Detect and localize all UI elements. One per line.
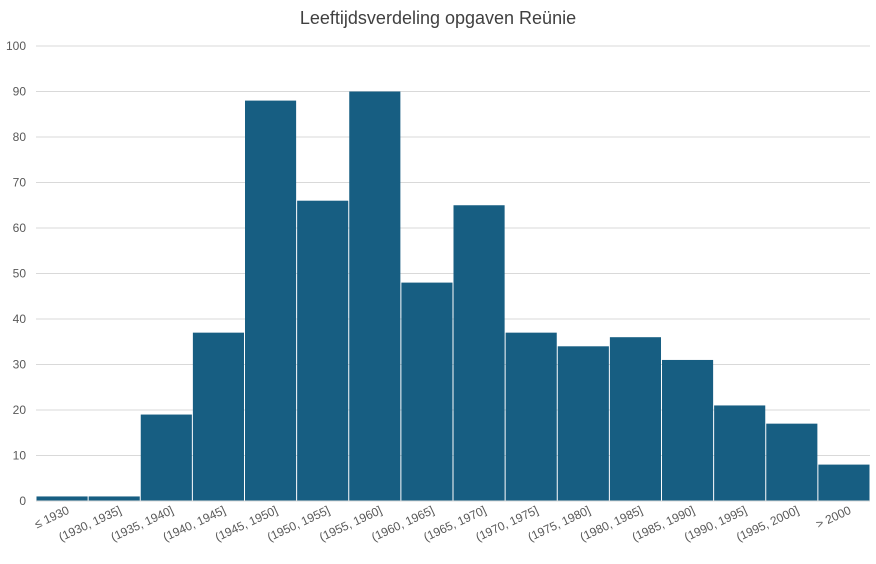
bar	[297, 200, 349, 501]
bar	[609, 337, 661, 501]
bar	[401, 282, 453, 501]
y-tick-label: 90	[13, 85, 27, 99]
y-tick-label: 100	[6, 39, 26, 53]
y-tick-label: 10	[13, 449, 27, 463]
bar	[766, 423, 818, 501]
bar	[88, 496, 140, 501]
bar	[349, 91, 401, 501]
bar	[36, 496, 88, 501]
bar	[505, 332, 557, 501]
y-tick-label: 70	[13, 176, 27, 190]
y-tick-label: 40	[13, 312, 27, 326]
bar	[453, 205, 505, 501]
chart-title: Leeftijdsverdeling opgaven Reünie	[299, 8, 577, 28]
bar	[140, 414, 192, 501]
y-tick-label: 30	[13, 358, 27, 372]
y-tick-label: 60	[13, 221, 27, 235]
y-tick-label: 80	[13, 130, 27, 144]
bar	[245, 100, 297, 501]
x-tick-label: > 2000	[814, 503, 854, 531]
bar	[557, 346, 609, 501]
bar	[818, 464, 870, 501]
bar	[714, 405, 766, 501]
y-tick-label: 50	[13, 267, 27, 281]
bars	[36, 91, 870, 501]
y-tick-label: 0	[19, 494, 26, 508]
bar	[662, 359, 714, 501]
bar	[192, 332, 244, 501]
y-tick-label: 20	[13, 403, 27, 417]
